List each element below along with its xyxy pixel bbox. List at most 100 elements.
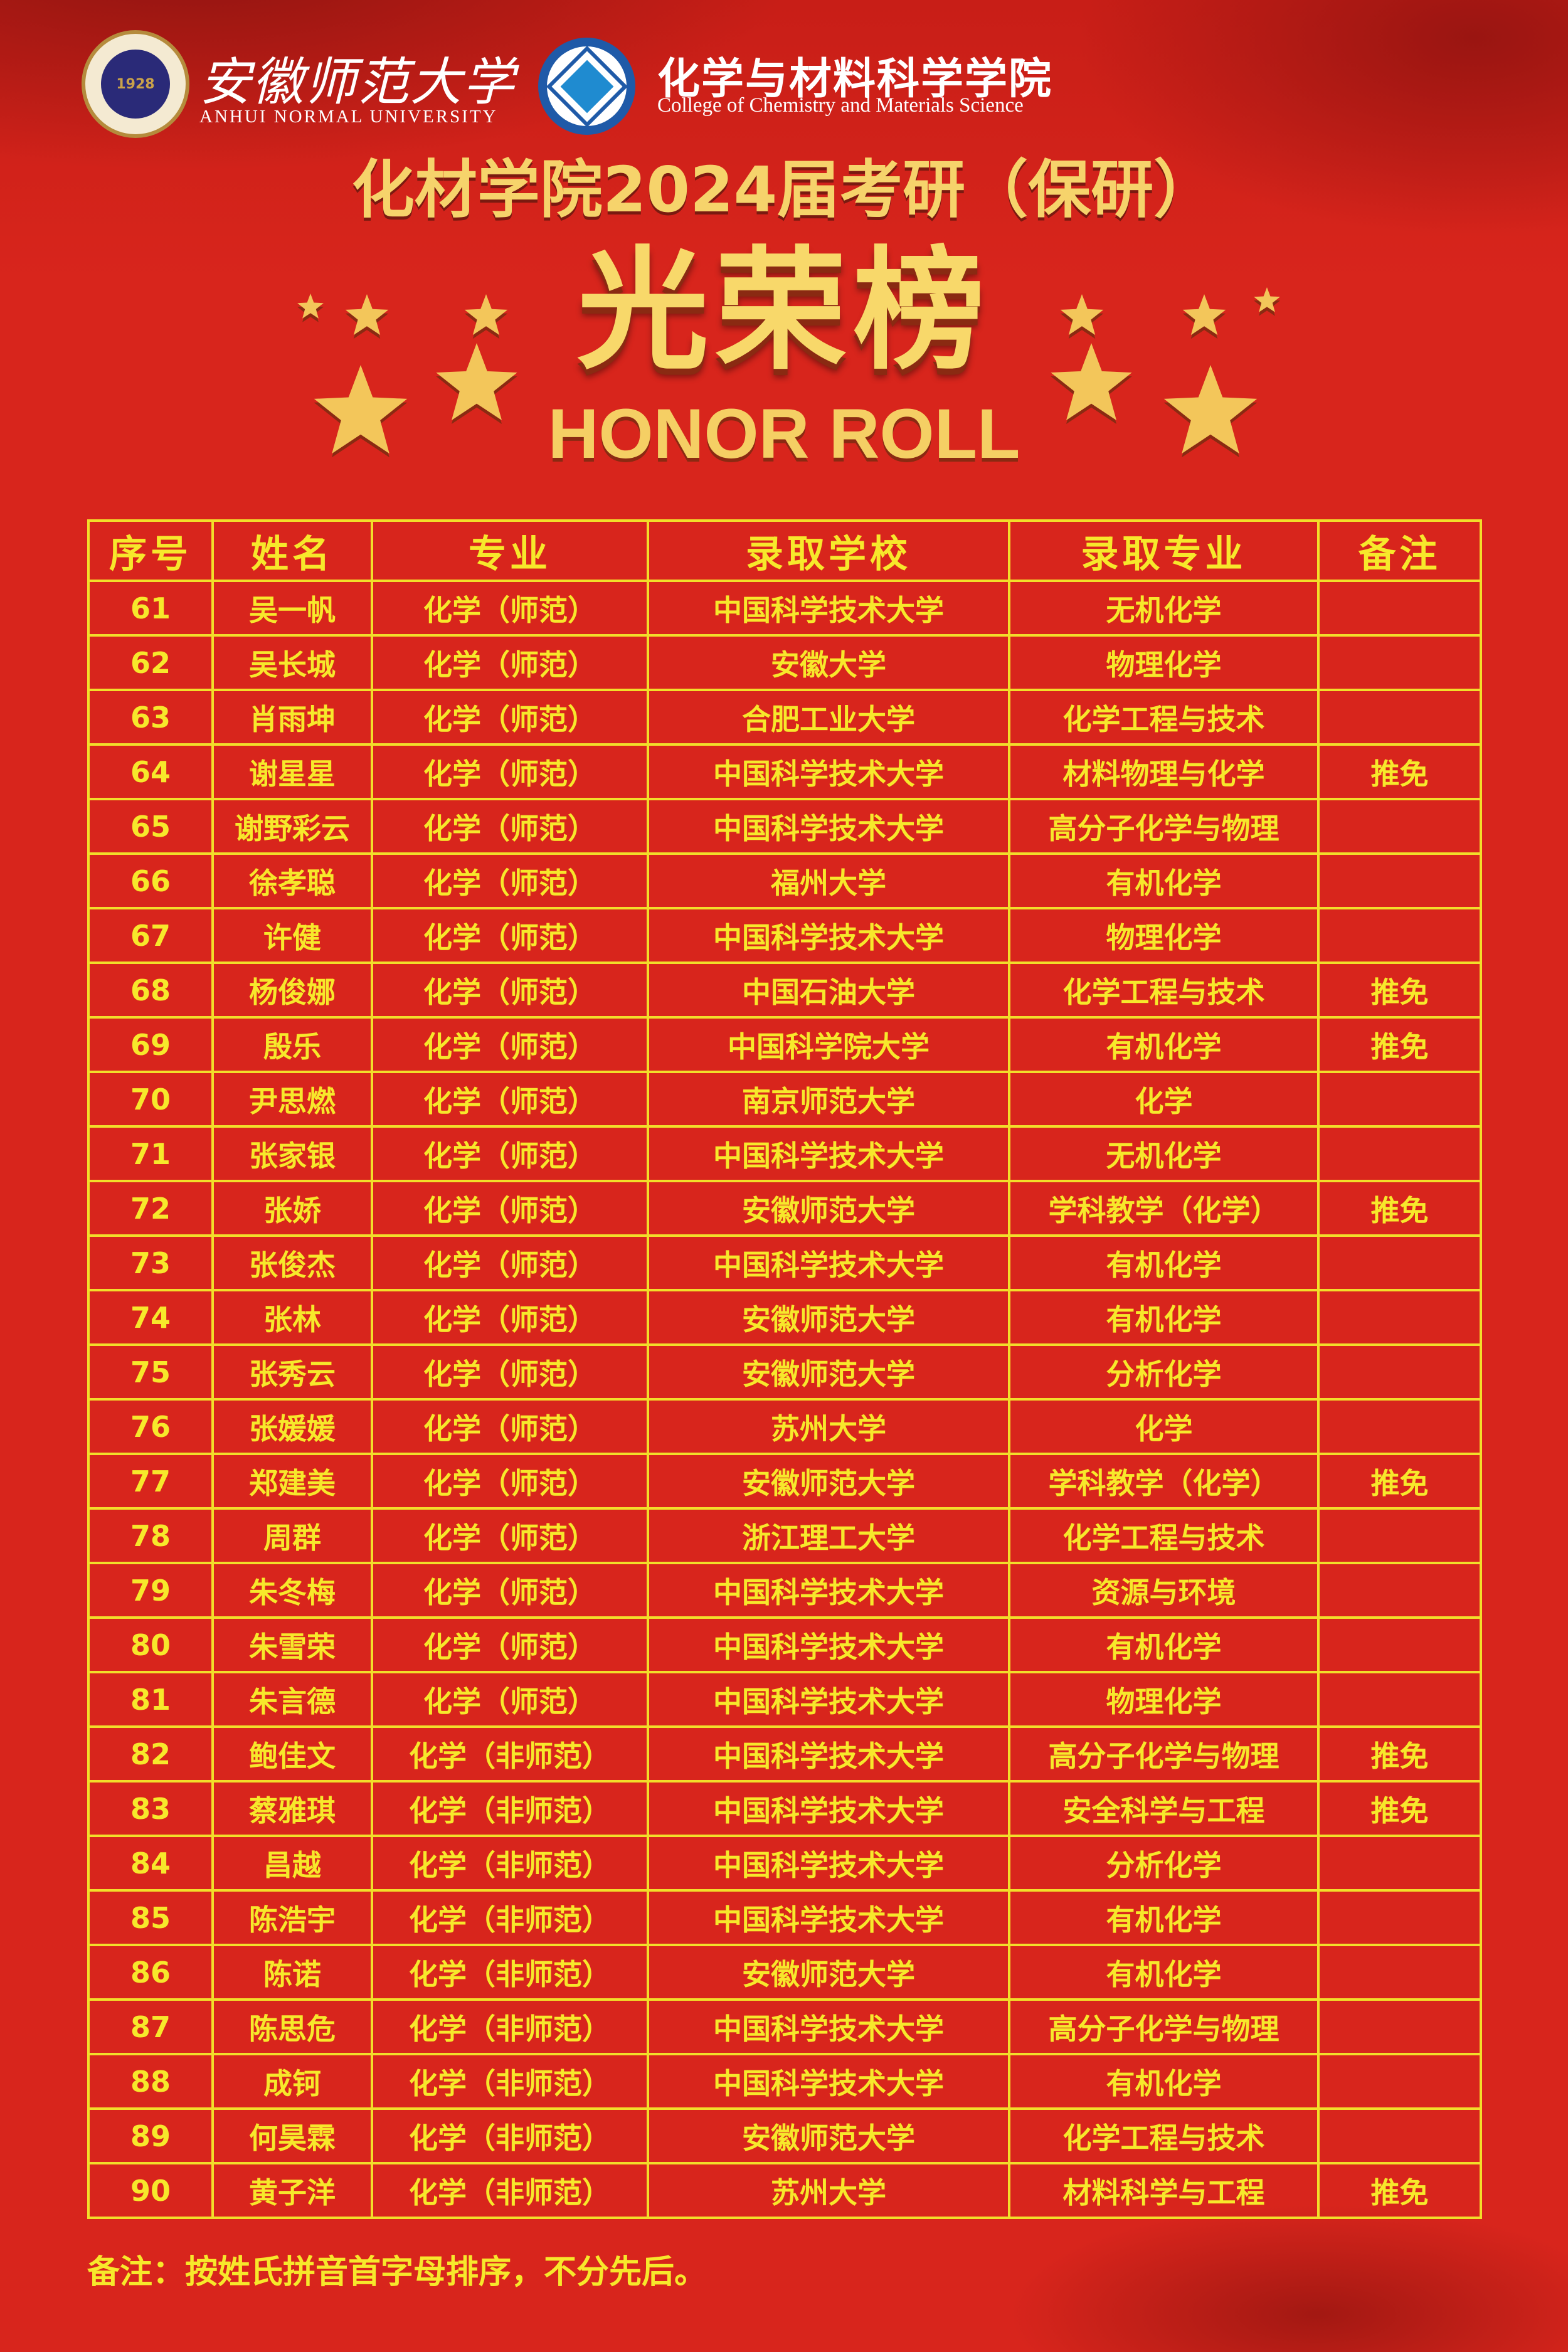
cell-seq: 79	[87, 1562, 214, 1619]
cell-school: 中国科学技术大学	[647, 1234, 1010, 1291]
table-row: 62 吴长城 化学（师范） 安徽大学 物理化学	[87, 634, 1482, 691]
cell-school: 南京师范大学	[647, 1071, 1010, 1128]
cell-remark	[1317, 798, 1482, 855]
cell-seq: 82	[87, 1725, 214, 1783]
cell-major: 化学（师范）	[371, 1289, 649, 1346]
cell-name: 鲍佳文	[211, 1725, 373, 1783]
cell-major: 化学（师范）	[371, 1125, 649, 1182]
cell-name: 郑建美	[211, 1453, 373, 1510]
cell-admitted-major: 有机化学	[1008, 2053, 1320, 2110]
cell-admitted-major: 安全科学与工程	[1008, 1780, 1320, 1837]
cell-major: 化学（师范）	[371, 1016, 649, 1073]
cell-remark	[1317, 2107, 1482, 2164]
cell-school: 合肥工业大学	[647, 689, 1010, 746]
admission-table: 序号 姓名 专业 录取学校 录取专业 备注 61 吴一帆 化学（师范） 中国科学技术大学 无机化学…	[87, 519, 1482, 2219]
table-row: 71 张家银 化学（师范） 中国科学技术大学 无机化学	[87, 1125, 1482, 1182]
cell-name: 殷乐	[211, 1016, 373, 1073]
cell-major: 化学（师范）	[371, 1507, 649, 1564]
cell-major: 化学（师范）	[371, 1180, 649, 1237]
cell-remark	[1317, 1998, 1482, 2055]
cell-school: 中国科学技术大学	[647, 580, 1010, 637]
cell-remark	[1317, 1071, 1482, 1128]
table-header-row: 序号 姓名 专业 录取学校 录取专业 备注	[87, 519, 1482, 582]
cell-seq: 72	[87, 1180, 214, 1237]
cell-name: 朱言德	[211, 1671, 373, 1728]
cell-name: 谢野彩云	[211, 798, 373, 855]
cell-major: 化学（非师范）	[371, 1889, 649, 1946]
cell-remark	[1317, 1398, 1482, 1455]
cell-name: 成钶	[211, 2053, 373, 2110]
cell-remark	[1317, 1616, 1482, 1673]
cell-school: 安徽师范大学	[647, 1944, 1010, 2001]
table-row: 74 张林 化学（师范） 安徽师范大学 有机化学	[87, 1289, 1482, 1346]
cell-school: 安徽大学	[647, 634, 1010, 691]
cell-admitted-major: 高分子化学与物理	[1008, 798, 1320, 855]
cell-name: 张林	[211, 1289, 373, 1346]
cell-school: 安徽师范大学	[647, 1180, 1010, 1237]
cell-admitted-major: 物理化学	[1008, 634, 1320, 691]
cell-school: 中国科学技术大学	[647, 1889, 1010, 1946]
cell-school: 中国科学技术大学	[647, 907, 1010, 964]
cell-admitted-major: 无机化学	[1008, 1125, 1320, 1182]
cell-seq: 84	[87, 1835, 214, 1892]
cell-major: 化学（非师范）	[371, 2162, 649, 2219]
cell-remark	[1317, 580, 1482, 637]
table-row: 90 黄子洋 化学（非师范） 苏州大学 材料科学与工程 推免	[87, 2162, 1482, 2219]
cell-major: 化学（师范）	[371, 907, 649, 964]
cell-name: 肖雨坤	[211, 689, 373, 746]
cell-remark	[1317, 1944, 1482, 2001]
cell-major: 化学（师范）	[371, 1453, 649, 1510]
cell-name: 吴长城	[211, 634, 373, 691]
cell-admitted-major: 有机化学	[1008, 852, 1320, 909]
cell-major: 化学（非师范）	[371, 1944, 649, 2001]
star-icon	[345, 294, 389, 336]
university-name-cn: 安徽师范大学	[199, 53, 516, 112]
star-icon	[464, 294, 508, 336]
cell-admitted-major: 有机化学	[1008, 1889, 1320, 1946]
cell-major: 化学（师范）	[371, 634, 649, 691]
cell-admitted-major: 有机化学	[1008, 1016, 1320, 1073]
cell-remark	[1317, 634, 1482, 691]
cell-major: 化学（师范）	[371, 689, 649, 746]
cell-admitted-major: 高分子化学与物理	[1008, 1725, 1320, 1783]
table-row: 65 谢野彩云 化学（师范） 中国科学技术大学 高分子化学与物理	[87, 798, 1482, 855]
table-row: 83 蔡雅琪 化学（非师范） 中国科学技术大学 安全科学与工程 推免	[87, 1780, 1482, 1837]
column-header-major: 专业	[371, 519, 649, 582]
cell-school: 中国科学院大学	[647, 1016, 1010, 1073]
cell-school: 中国科学技术大学	[647, 1125, 1010, 1182]
cell-admitted-major: 高分子化学与物理	[1008, 1998, 1320, 2055]
column-header-seq: 序号	[87, 519, 214, 582]
cell-remark	[1317, 1507, 1482, 1564]
cell-remark	[1317, 1234, 1482, 1291]
table-row: 72 张娇 化学（师范） 安徽师范大学 学科教学（化学） 推免	[87, 1180, 1482, 1237]
cell-remark	[1317, 852, 1482, 909]
cell-school: 苏州大学	[647, 2162, 1010, 2219]
cell-major: 化学（师范）	[371, 798, 649, 855]
cell-admitted-major: 物理化学	[1008, 1671, 1320, 1728]
cell-school: 福州大学	[647, 852, 1010, 909]
anhui-normal-university-logo: 1928	[82, 30, 189, 138]
cell-school: 中国科学技术大学	[647, 1616, 1010, 1673]
cell-seq: 75	[87, 1343, 214, 1401]
college-name-cn: 化学与材料科学学院	[657, 55, 1053, 104]
cell-remark	[1317, 1835, 1482, 1892]
cell-school: 中国科学技术大学	[647, 1725, 1010, 1783]
column-header-school: 录取学校	[647, 519, 1010, 582]
cell-remark: 推免	[1317, 1180, 1482, 1237]
cell-name: 徐孝聪	[211, 852, 373, 909]
cell-admitted-major: 化学工程与技术	[1008, 689, 1320, 746]
cell-remark	[1317, 2053, 1482, 2110]
table-row: 78 周群 化学（师范） 浙江理工大学 化学工程与技术	[87, 1507, 1482, 1564]
cell-seq: 61	[87, 580, 214, 637]
cell-seq: 67	[87, 907, 214, 964]
cell-name: 昌越	[211, 1835, 373, 1892]
cell-remark: 推免	[1317, 743, 1482, 800]
table-row: 66 徐孝聪 化学（师范） 福州大学 有机化学	[87, 852, 1482, 909]
college-logo-emblem-icon	[546, 45, 628, 127]
cell-seq: 69	[87, 1016, 214, 1073]
table-row: 87 陈思危 化学（非师范） 中国科学技术大学 高分子化学与物理	[87, 1998, 1482, 2055]
table-row: 63 肖雨坤 化学（师范） 合肥工业大学 化学工程与技术	[87, 689, 1482, 746]
table-row: 88 成钶 化学（非师范） 中国科学技术大学 有机化学	[87, 2053, 1482, 2110]
cell-major: 化学（师范）	[371, 852, 649, 909]
cell-seq: 86	[87, 1944, 214, 2001]
